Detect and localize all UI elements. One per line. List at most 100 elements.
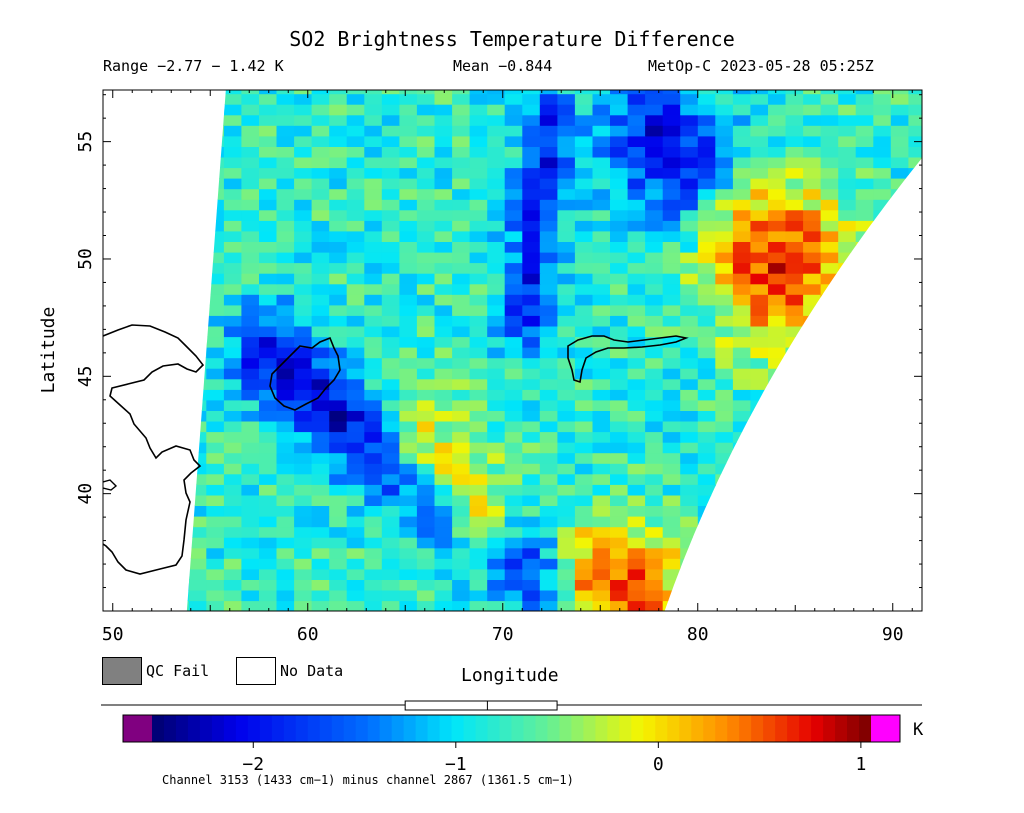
heatmap-cell (294, 378, 313, 390)
heatmap-cell (908, 378, 922, 390)
heatmap-cell (855, 368, 874, 380)
heatmap-cell (434, 209, 453, 221)
heatmap-cell (539, 230, 558, 242)
heatmap-cell (662, 505, 681, 517)
heatmap-cell (223, 473, 242, 485)
heatmap-cell (908, 336, 922, 348)
heatmap-cell (206, 241, 225, 253)
heatmap-cell (697, 420, 716, 433)
heatmap-cell (715, 90, 734, 95)
heatmap-cell (381, 410, 400, 422)
heatmap-cell (188, 484, 207, 496)
heatmap-cell (434, 262, 453, 274)
heatmap-cell (329, 325, 348, 338)
heatmap-cell (697, 209, 716, 221)
heatmap-cell (662, 558, 681, 570)
heatmap-cell (452, 399, 471, 411)
heatmap-cell (399, 399, 418, 411)
heatmap-cell (890, 579, 909, 591)
colorbar-segment (667, 715, 680, 742)
heatmap-cell (186, 537, 190, 549)
heatmap-cell (820, 167, 839, 179)
heatmap-cell (838, 294, 857, 306)
heatmap-cell (223, 325, 242, 338)
heatmap-cell (627, 188, 646, 200)
heatmap-cell (715, 431, 734, 443)
heatmap-cell (416, 399, 436, 411)
heatmap-cell (557, 516, 576, 528)
heatmap-cell (504, 241, 523, 253)
heatmap-cell (662, 146, 681, 158)
heatmap-cell (855, 347, 874, 359)
heatmap-cell (487, 167, 506, 179)
heatmap-cell (820, 452, 839, 464)
heatmap-cell (259, 114, 278, 126)
heatmap-cell (592, 473, 611, 485)
heatmap-cell (223, 389, 242, 401)
heatmap-cell (820, 294, 839, 306)
heatmap-cell (574, 442, 594, 454)
heatmap-cell (346, 114, 365, 126)
heatmap-cell (610, 368, 629, 380)
heatmap-cell (294, 368, 313, 380)
heatmap-cell (750, 283, 769, 295)
heatmap-cell (820, 188, 839, 200)
heatmap-cell (434, 473, 453, 485)
heatmap-cell (364, 473, 383, 485)
heatmap-cell (346, 399, 365, 411)
heatmap-cell (416, 146, 436, 158)
colorbar-tick-label: 1 (855, 754, 866, 775)
heatmap-cell (645, 294, 664, 306)
heatmap-cell (452, 114, 471, 126)
heatmap-cell (452, 167, 471, 179)
heatmap-cell (610, 473, 629, 485)
heatmap-cell (592, 315, 611, 327)
heatmap-cell (539, 114, 558, 126)
heatmap-cell (469, 589, 488, 602)
heatmap-cell (452, 304, 471, 316)
heatmap-cell (259, 558, 278, 570)
heatmap-cell (452, 378, 471, 390)
heatmap-cell (574, 420, 594, 433)
heatmap-cell (504, 90, 523, 95)
heatmap-cell (680, 505, 699, 517)
heatmap-cell (241, 378, 260, 390)
heatmap-cell (627, 526, 646, 538)
heatmap-cell (452, 589, 471, 602)
heatmap-cell (557, 378, 576, 390)
heatmap-cell (381, 579, 400, 591)
heatmap-cell (574, 568, 594, 580)
heatmap-cell (680, 600, 699, 611)
heatmap-cell (697, 304, 716, 316)
heatmap-cell (715, 420, 734, 433)
heatmap-cell (750, 220, 769, 232)
heatmap-cell (329, 568, 348, 580)
heatmap-cell (223, 568, 242, 580)
heatmap-cell (838, 251, 857, 264)
heatmap-cell (557, 526, 576, 538)
heatmap-cell (381, 357, 400, 369)
heatmap-cell (855, 90, 874, 95)
heatmap-cell (346, 188, 365, 200)
heatmap-cell (311, 220, 330, 232)
heatmap-cell (768, 579, 787, 591)
heatmap-cell (610, 188, 629, 200)
heatmap-cell (732, 93, 752, 105)
heatmap-cell (188, 167, 207, 179)
heatmap-cell (873, 589, 892, 602)
heatmap-cell (452, 431, 471, 443)
heatmap-cell (487, 125, 506, 137)
heatmap-cell (504, 579, 523, 591)
heatmap-cell (434, 537, 453, 549)
heatmap-cell (680, 315, 699, 327)
heatmap-cell (627, 589, 646, 602)
heatmap-cell (574, 241, 594, 253)
heatmap-cell (188, 273, 207, 285)
heatmap-cell (768, 262, 787, 274)
heatmap-cell (504, 199, 523, 211)
x-tick-label: 90 (882, 624, 904, 645)
heatmap-cell (504, 156, 523, 169)
heatmap-cell (259, 347, 278, 359)
heatmap-cell (276, 220, 295, 232)
heatmap-cell (276, 516, 295, 528)
